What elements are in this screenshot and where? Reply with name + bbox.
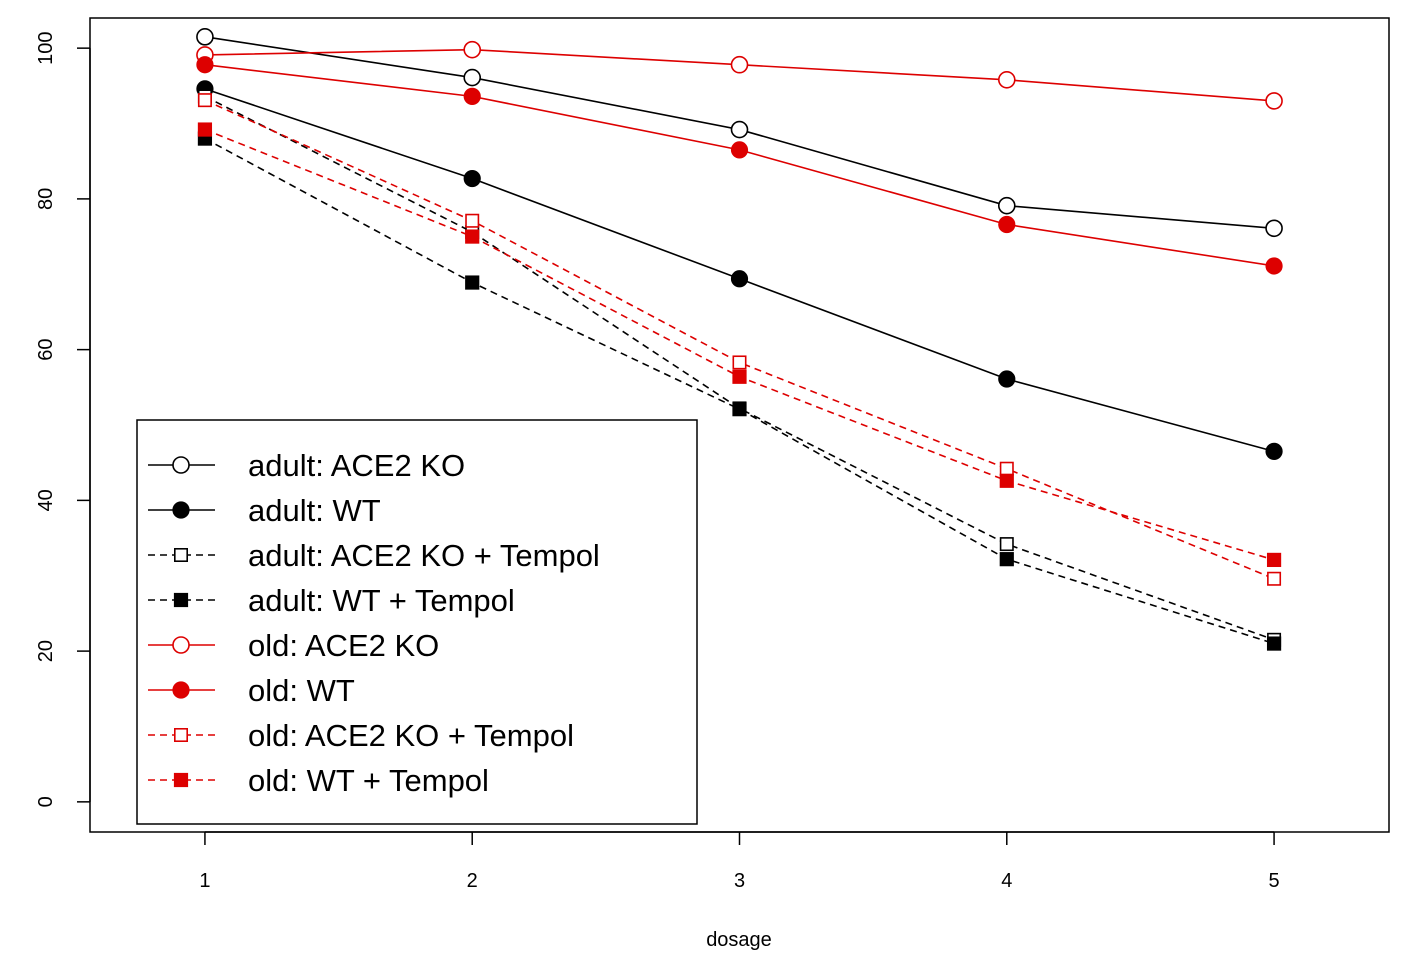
y-tick-label: 100	[35, 31, 57, 64]
point-marker	[1266, 636, 1282, 651]
point-marker	[174, 727, 189, 742]
x-tick-label: 2	[467, 870, 478, 892]
point-marker	[1266, 552, 1282, 568]
point-marker	[999, 552, 1014, 567]
point-marker	[1265, 257, 1283, 275]
legend-label: adult: WT + Tempol	[248, 583, 515, 618]
point-marker	[465, 275, 480, 290]
point-marker	[732, 402, 747, 417]
series-layer	[196, 28, 1283, 651]
point-marker	[173, 772, 189, 788]
x-tick-label: 3	[734, 870, 745, 892]
point-marker	[463, 68, 482, 87]
series-7	[197, 122, 1282, 568]
point-marker	[732, 369, 747, 384]
point-marker	[172, 636, 190, 654]
point-marker	[999, 473, 1014, 488]
legend-label: old: WT + Tempol	[248, 763, 489, 798]
legend-entry: adult: WT + Tempol	[148, 583, 515, 618]
point-marker	[1265, 92, 1283, 110]
legend-label: adult: ACE2 KO + Tempol	[248, 538, 600, 573]
y-tick-label: 40	[35, 489, 57, 511]
x-tick-label: 4	[1001, 870, 1012, 892]
legend-label: old: WT	[248, 673, 355, 708]
x-tick-label: 5	[1269, 870, 1280, 892]
legend-entry: old: ACE2 KO	[148, 628, 439, 663]
point-marker	[463, 169, 481, 188]
y-tick-label: 80	[35, 188, 57, 210]
point-marker	[196, 56, 214, 74]
legend-entry: old: ACE2 KO + Tempol	[148, 718, 574, 753]
point-marker	[197, 122, 213, 137]
point-marker	[999, 461, 1014, 476]
series-line	[204, 95, 1275, 641]
legend-box	[136, 419, 698, 825]
legend-entry: old: WT + Tempol	[148, 763, 489, 798]
series-0	[196, 28, 1283, 238]
series-line	[204, 63, 1275, 267]
point-marker	[997, 71, 1016, 89]
point-marker	[1265, 442, 1283, 460]
series-6	[197, 93, 1282, 586]
point-marker	[997, 196, 1016, 215]
point-marker	[1267, 571, 1282, 586]
point-marker	[463, 87, 481, 105]
point-marker	[730, 270, 749, 288]
x-axis-title: dosage	[706, 929, 772, 951]
series-line	[204, 137, 1275, 645]
legend-entry: adult: ACE2 KO	[148, 448, 465, 483]
series-4	[196, 40, 1283, 110]
y-tick-label: 60	[35, 339, 57, 361]
legend-entry: adult: WT	[148, 493, 381, 528]
legend-label: old: ACE2 KO	[248, 628, 439, 663]
series-5	[196, 56, 1283, 275]
legend: adult: ACE2 KO adult: WT adult: ACE2 KO + …	[136, 419, 698, 825]
series-3	[197, 131, 1282, 651]
point-marker	[999, 537, 1014, 552]
legend-entry: old: WT	[148, 673, 355, 708]
point-marker	[463, 40, 482, 59]
point-marker	[730, 120, 749, 139]
y-tick-label: 0	[35, 796, 57, 807]
point-marker	[730, 55, 749, 74]
point-marker	[174, 547, 189, 562]
point-marker	[998, 370, 1016, 388]
legend-label: adult: ACE2 KO	[248, 448, 465, 483]
point-marker	[732, 355, 747, 370]
point-marker	[1265, 219, 1283, 238]
point-marker	[465, 213, 480, 228]
series-line	[204, 99, 1275, 580]
y-axis: 0 20 40 60 80 100	[35, 31, 91, 807]
legend-entry: adult: ACE2 KO + Tempol	[148, 538, 600, 573]
point-marker	[173, 592, 189, 608]
x-tick-label: 1	[199, 870, 210, 892]
legend-label: adult: WT	[248, 493, 381, 528]
point-marker	[172, 681, 190, 699]
legend-label: old: ACE2 KO + Tempol	[248, 718, 574, 753]
y-tick-label: 20	[35, 640, 57, 662]
point-marker	[172, 456, 190, 474]
x-axis: 1 2 3 4 5	[199, 831, 1280, 892]
point-marker	[998, 215, 1016, 234]
point-marker	[196, 28, 214, 46]
point-marker	[197, 93, 212, 108]
point-marker	[465, 229, 480, 244]
point-marker	[172, 501, 190, 519]
point-marker	[730, 141, 749, 159]
